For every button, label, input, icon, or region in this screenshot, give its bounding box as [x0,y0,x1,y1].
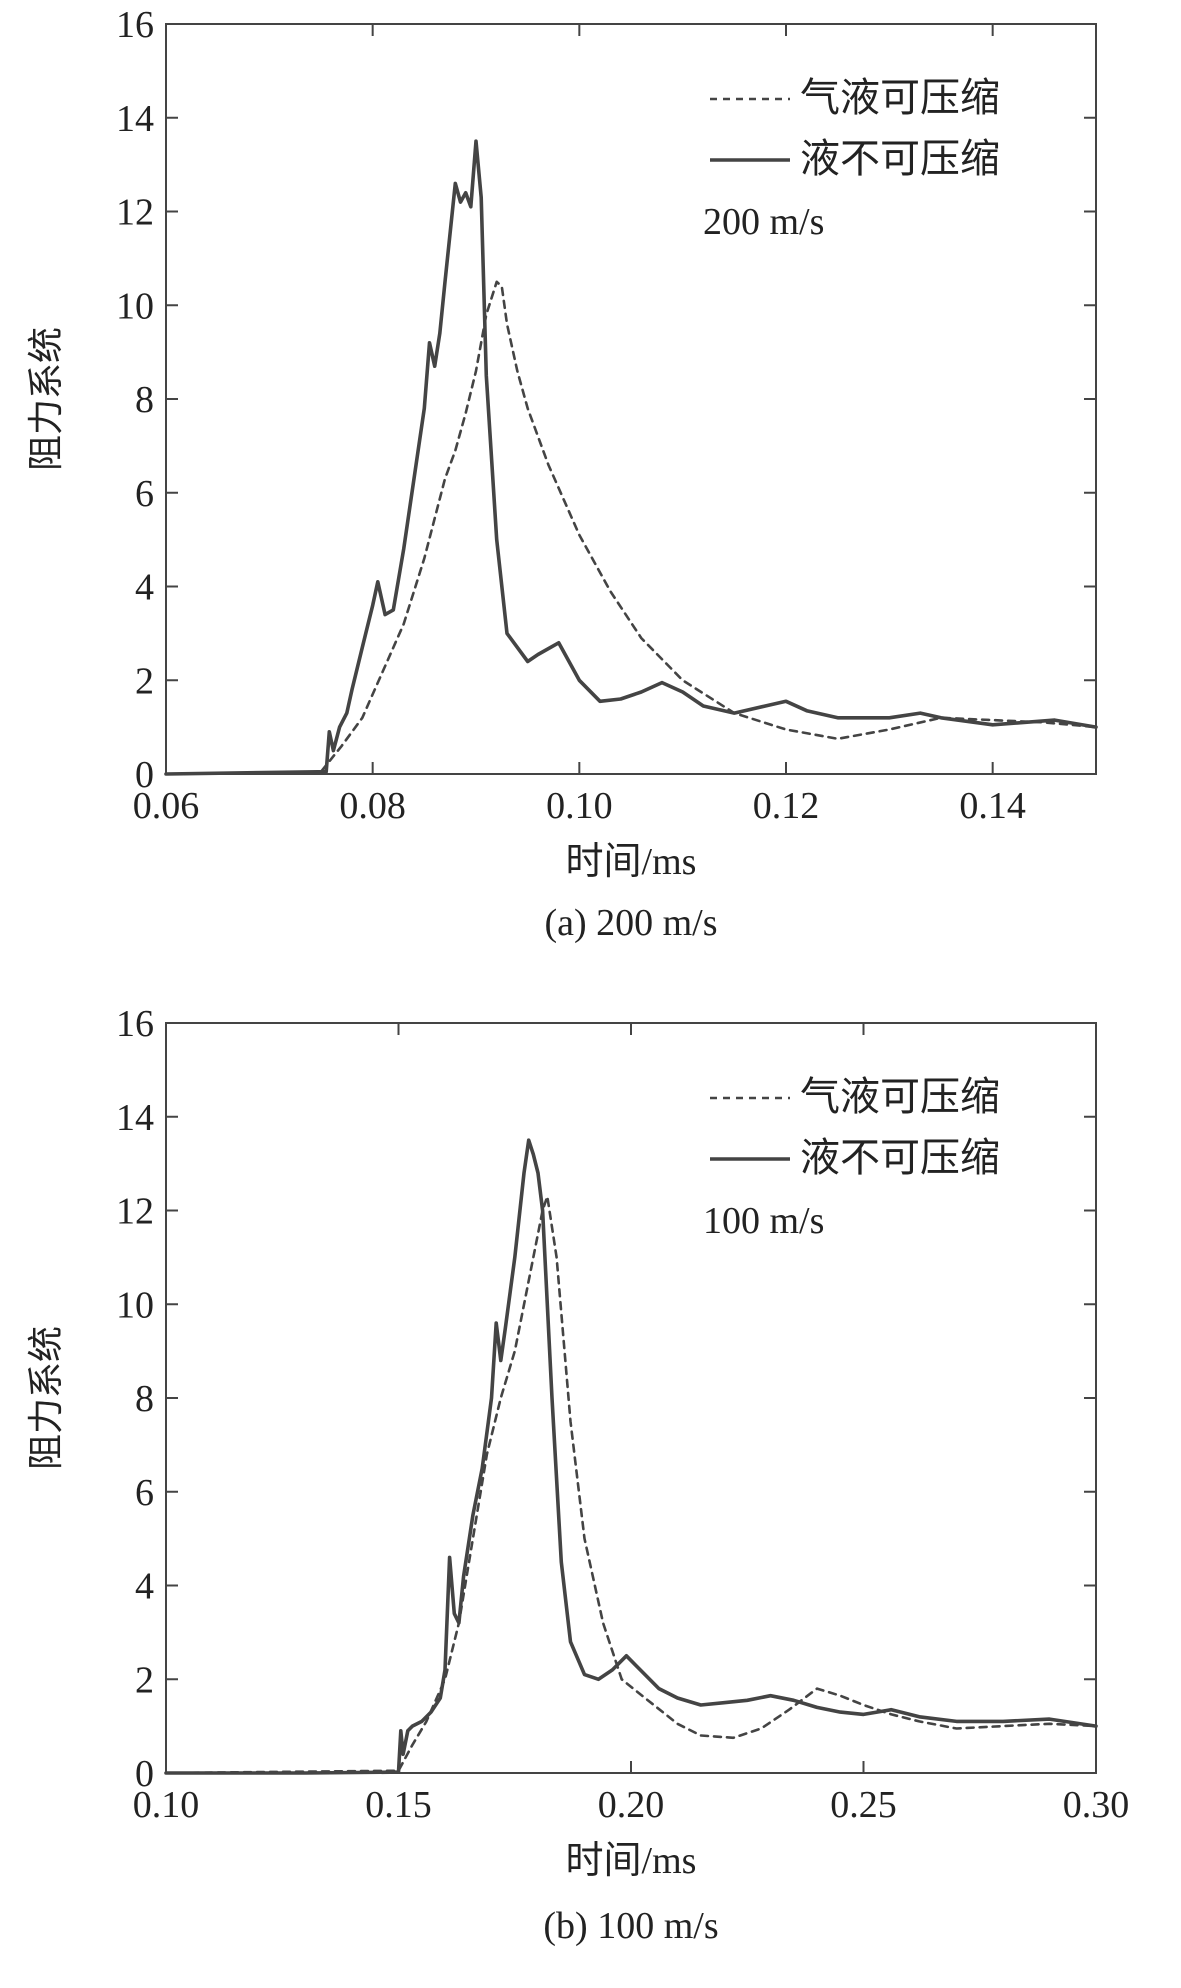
y-tick-label: 2 [135,660,154,702]
legend-entry-compressible: 气液可压缩 [800,1074,1000,1119]
y-tick-label: 8 [135,1378,154,1420]
y-tick-label: 4 [135,567,154,609]
y-tick-label: 0 [135,754,154,796]
legend-entry-incompressible: 液不可压缩 [800,1135,1000,1180]
x-tick-label: 0.15 [365,1784,432,1826]
legend-entry-compressible: 气液可压缩 [800,75,1000,120]
y-tick-label: 12 [116,192,154,234]
x-tick-label: 0.08 [339,785,406,827]
panel-caption: (a) 200 m/s [544,902,717,944]
y-tick-label: 16 [116,1003,154,1045]
chart-panel-b: 0.10 0.15 0.20 0.25 0.30 0 2 4 6 8 10 12 14 16 阻力系统 时… [26,1003,1129,1947]
series-line-incompressible [164,139,1098,776]
series-line-compressible [164,280,1098,776]
x-tick-label: 0.06 [133,785,200,827]
y-tick-label: 6 [135,473,154,515]
x-tick-label: 0.14 [959,785,1026,827]
y-tick-label: 6 [135,1472,154,1514]
legend: 气液可压缩 液不可压缩 100 m/s [703,1074,1000,1242]
y-tick-label: 16 [116,4,154,46]
y-tick-label: 0 [135,1753,154,1795]
y-axis-label: 阻力系统 [26,1326,66,1470]
y-tick-label: 14 [116,1097,154,1139]
axis-ticks-a: 0.06 0.08 0.10 0.12 0.14 0 2 4 6 8 10 12 14 16 [116,4,1096,827]
x-tick-label: 0.10 [546,785,613,827]
axis-ticks-b: 0.10 0.15 0.20 0.25 0.30 0 2 4 6 8 10 12 14 16 [116,1003,1129,1826]
y-tick-label: 12 [116,1191,154,1233]
series-line-compressible [164,1195,1098,1775]
x-axis-label: 时间/ms [566,841,697,883]
plot-area-a [164,139,1098,776]
y-tick-label: 10 [116,285,154,327]
y-tick-label: 10 [116,1284,154,1326]
plot-area-b [164,1138,1098,1775]
series-line-incompressible [164,1138,1098,1775]
speed-annotation: 100 m/s [703,1200,824,1242]
chart-panel-a: 0.06 0.08 0.10 0.12 0.14 0 2 4 6 8 10 12 14 16 阻力系统 时… [26,4,1098,944]
x-axis-label: 时间/ms [566,1840,697,1882]
y-tick-label: 2 [135,1659,154,1701]
legend-entry-incompressible: 液不可压缩 [800,136,1000,181]
y-tick-label: 8 [135,379,154,421]
legend: 气液可压缩 液不可压缩 200 m/s [703,75,1000,243]
x-tick-label: 0.12 [753,785,820,827]
speed-annotation: 200 m/s [703,201,824,243]
y-tick-label: 4 [135,1566,154,1608]
x-tick-label: 0.20 [598,1784,665,1826]
x-tick-label: 0.30 [1063,1784,1130,1826]
panel-caption: (b) 100 m/s [543,1905,718,1947]
x-tick-label: 0.25 [830,1784,897,1826]
x-tick-label: 0.10 [133,1784,200,1826]
y-tick-label: 14 [116,98,154,140]
y-axis-label: 阻力系统 [26,327,66,471]
